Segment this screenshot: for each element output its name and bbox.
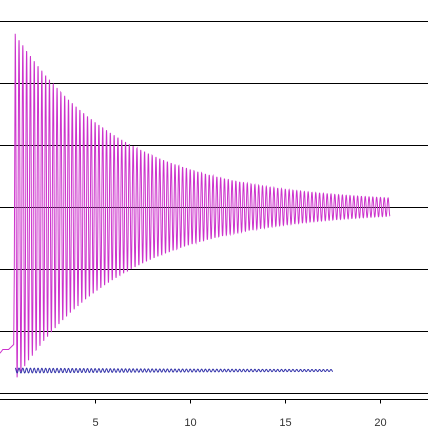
- x-tick-label: 15: [279, 417, 291, 429]
- x-axis: 5 10 15 20: [0, 399, 428, 429]
- series-group: [0, 33, 391, 378]
- x-tick-label: 20: [374, 417, 386, 429]
- x-tick-label: 10: [184, 417, 196, 429]
- series-line-1: [0, 33, 391, 378]
- series-line-2: [14, 367, 333, 374]
- x-tick-label: 5: [92, 417, 98, 429]
